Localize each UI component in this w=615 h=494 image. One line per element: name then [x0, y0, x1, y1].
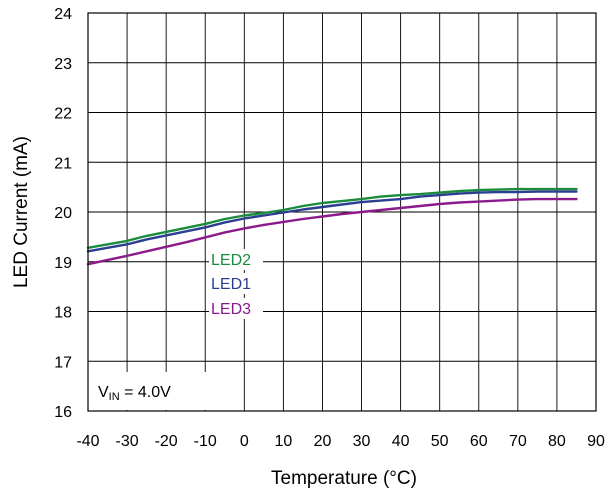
- series-line-led1: [86, 190, 578, 253]
- x-tick-label-2: -20: [155, 433, 178, 450]
- x-tick-label-9: 50: [431, 433, 449, 450]
- y-tick-label-3: 19: [54, 255, 72, 272]
- x-tick-labels: -40 -30 -20 -10 0 10 20 30 40 50 60 70 80 90: [76, 433, 605, 450]
- y-tick-label-6: 22: [54, 106, 72, 123]
- series-line-led2: [86, 187, 578, 249]
- x-tick-label-0: -40: [76, 433, 99, 450]
- y-tick-label-7: 23: [54, 56, 72, 73]
- series-label-led2: LED2: [211, 252, 251, 269]
- plot-series: [86, 187, 578, 266]
- series-label-bg-led1: [209, 273, 263, 294]
- series-label-led3: LED3: [211, 301, 251, 318]
- x-tick-label-4: 0: [240, 433, 249, 450]
- y-tick-label-0: 16: [54, 404, 72, 421]
- x-tick-label-8: 40: [392, 433, 410, 450]
- y-tick-label-2: 18: [54, 305, 72, 322]
- y-tick-label-1: 17: [54, 354, 72, 371]
- annotation-main: V: [98, 384, 109, 401]
- series-label-led1: LED1: [211, 276, 251, 293]
- series-label-bg-led3: [209, 298, 263, 319]
- series-labels: LED2 LED1 LED3: [209, 249, 263, 319]
- x-axis-label: Temperature (°C): [271, 468, 417, 489]
- series-label-bg-led2: [209, 249, 263, 270]
- x-tick-label-11: 70: [509, 433, 527, 450]
- x-tick-label-6: 20: [314, 433, 332, 450]
- x-tick-label-12: 80: [548, 433, 566, 450]
- x-tick-label-1: -30: [116, 433, 139, 450]
- grid-lines: [87, 12, 597, 412]
- annotation-box: VIN = 4.0V: [89, 372, 207, 410]
- x-tick-label-10: 60: [470, 433, 488, 450]
- y-tick-label-8: 24: [54, 6, 72, 23]
- annotation-subscript: IN: [109, 391, 120, 403]
- x-tick-label-7: 30: [353, 433, 371, 450]
- y-axis-label: LED Current (mA): [11, 136, 32, 288]
- y-tick-labels: 16 17 18 19 20 21 22 23 24: [54, 6, 72, 421]
- annotation-rest: = 4.0V: [120, 384, 171, 401]
- y-tick-label-4: 20: [54, 205, 72, 222]
- x-tick-label-3: -10: [194, 433, 217, 450]
- x-tick-label-5: 10: [274, 433, 292, 450]
- annotation-text: VIN = 4.0V: [98, 384, 171, 403]
- annotation-background: [89, 372, 207, 410]
- series-line-led3: [86, 197, 578, 266]
- plot-frame: [87, 12, 597, 412]
- y-tick-label-5: 21: [54, 155, 72, 172]
- x-tick-label-13: 90: [587, 433, 605, 450]
